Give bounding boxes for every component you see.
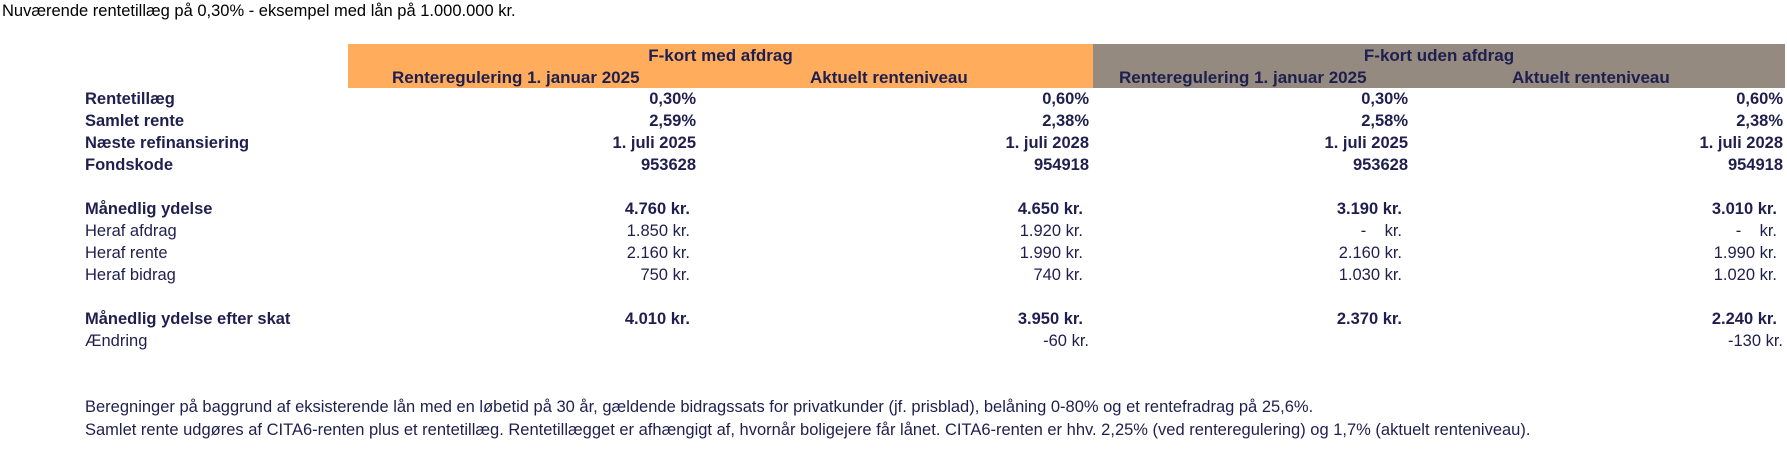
table-cell: 1. juli 2025 [612, 134, 696, 152]
group-label-uden-afdrag: F-kort uden afdrag [1363, 46, 1515, 65]
row-label: Samlet rente [85, 112, 185, 130]
table-cell: 3.010 kr. [1711, 200, 1777, 218]
table-cell: -60 kr. [1043, 332, 1089, 350]
table-cell: 1.020 kr. [1713, 266, 1777, 284]
row-label: Næste refinansiering [85, 134, 250, 152]
row-label: Heraf bidrag [85, 266, 176, 284]
group-label-med-afdrag: F-kort med afdrag [648, 46, 793, 65]
table-cell: 0,30% [649, 90, 696, 108]
table-cell: 954918 [1033, 156, 1089, 174]
subheader-med-aktuelt: Aktuelt renteniveau [810, 68, 968, 87]
row-label: Ændring [85, 332, 148, 350]
row-label: Heraf rente [85, 244, 168, 262]
subheader-uden-aktuelt: Aktuelt renteniveau [1512, 68, 1670, 87]
header-band-med-afdrag [348, 44, 1093, 88]
table-cell: 740 kr. [1033, 266, 1083, 284]
subheader-uden-renteregulering: Renteregulering 1. januar 2025 [1119, 68, 1367, 87]
table-cell: 2,38% [1736, 112, 1783, 130]
table-cell: 2,38% [1042, 112, 1089, 130]
table-cell: 1.920 kr. [1019, 222, 1083, 240]
table-cell: 3.190 kr. [1336, 200, 1402, 218]
table-cell: 2,59% [649, 112, 696, 130]
footnote-calculation-basis: Beregninger på baggrund af eksisterende … [85, 398, 1314, 416]
table-cell: - kr. [1360, 222, 1402, 240]
table-cell: 3.950 kr. [1017, 310, 1083, 328]
row-label: Månedlig ydelse [85, 200, 213, 218]
table-cell: - kr. [1735, 222, 1777, 240]
table-cell: 1. juli 2025 [1324, 134, 1408, 152]
table-cell: 1.990 kr. [1019, 244, 1083, 262]
table-cell: 1. juli 2028 [1699, 134, 1783, 152]
row-label: Heraf afdrag [85, 222, 177, 240]
header-band-uden-afdrag [1093, 44, 1785, 88]
table-cell: 953628 [1352, 156, 1408, 174]
table-cell: 0,60% [1042, 90, 1089, 108]
table-cell: 1.990 kr. [1713, 244, 1777, 262]
table-cell: 2,58% [1361, 112, 1408, 130]
table-cell: 4.650 kr. [1017, 200, 1083, 218]
table-cell: 4.010 kr. [624, 310, 690, 328]
table-cell: 2.240 kr. [1711, 310, 1777, 328]
table-cell: -130 kr. [1727, 332, 1783, 350]
subheader-med-renteregulering: Renteregulering 1. januar 2025 [392, 68, 640, 87]
table-cell: 2.160 kr. [1338, 244, 1402, 262]
table-cell: 1.850 kr. [626, 222, 690, 240]
row-label: Månedlig ydelse efter skat [85, 310, 291, 328]
row-label: Rentetillæg [85, 90, 175, 108]
table-cell: 953628 [640, 156, 696, 174]
table-cell: 2.160 kr. [626, 244, 690, 262]
table-cell: 4.760 kr. [624, 200, 690, 218]
table-cell: 1. juli 2028 [1005, 134, 1089, 152]
footnote-interest-composition: Samlet rente udgøres af CITA6-renten plu… [85, 421, 1531, 439]
table-cell: 0,30% [1361, 90, 1408, 108]
row-label: Fondskode [85, 156, 174, 174]
table-cell: 954918 [1727, 156, 1783, 174]
page-title: Nuværende rentetillæg på 0,30% - eksempe… [2, 2, 516, 20]
table-cell: 750 kr. [640, 266, 690, 284]
table-cell: 2.370 kr. [1336, 310, 1402, 328]
table-cell: 0,60% [1736, 90, 1783, 108]
table-cell: 1.030 kr. [1338, 266, 1402, 284]
